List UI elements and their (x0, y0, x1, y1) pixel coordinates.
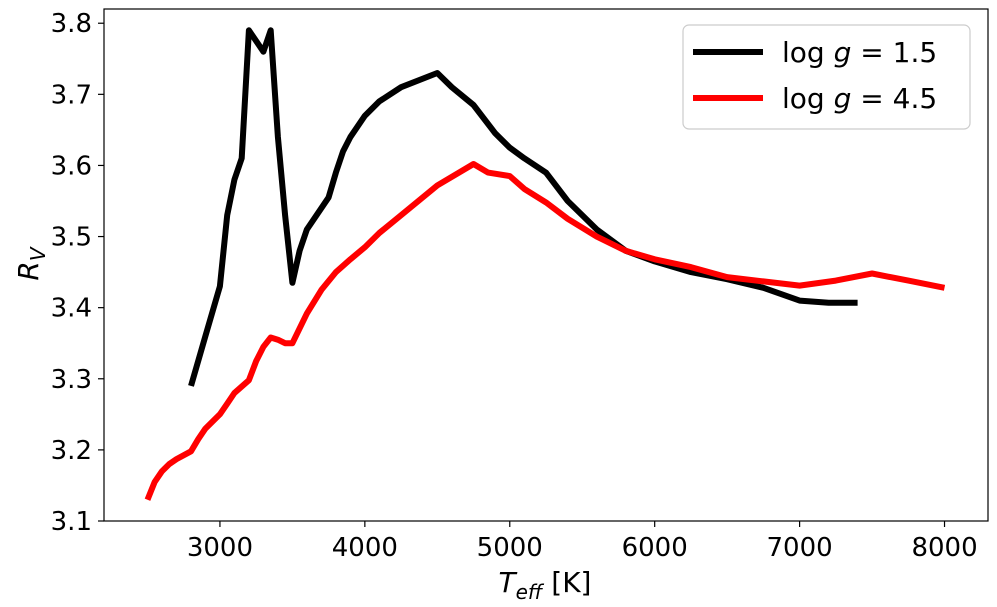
y-tick-label: 3.2 (51, 436, 92, 466)
x-tick-label: 6000 (622, 533, 688, 563)
y-tick-label: 3.8 (51, 9, 92, 39)
plot-frame (103, 8, 989, 522)
legend-label-italic: g (834, 82, 852, 115)
y-tick-label: 3.1 (51, 507, 92, 537)
y-axis-label: RV (12, 246, 50, 280)
x-axis-label-subscript: eff (516, 580, 545, 604)
legend-label-log-g-4-5: log g = 4.5 (782, 82, 937, 115)
y-axis-label-main: R (12, 261, 45, 280)
x-tick-label: 3000 (187, 533, 253, 563)
x-tick-label: 4000 (332, 533, 398, 563)
series-line-log-g-4-5 (144, 161, 946, 501)
x-tick-label: 8000 (911, 533, 977, 563)
legend-label-prefix: log (782, 36, 834, 69)
x-tick-label: 7000 (767, 533, 833, 563)
x-axis-label-main: T (499, 566, 518, 599)
legend-label-suffix: = 4.5 (851, 82, 937, 115)
x-axis-label-unit: [K] (542, 566, 591, 599)
y-tick-label: 3.5 (51, 223, 92, 253)
y-tick-label: 3.3 (51, 365, 92, 395)
y-tick-label: 3.4 (51, 294, 92, 324)
legend-label-log-g-1-5: log g = 1.5 (782, 36, 937, 69)
series-layer (144, 27, 946, 501)
x-axis-label: Teff [K] (499, 566, 592, 604)
legend-label-italic: g (834, 36, 852, 69)
y-axis: 3.1 3.2 3.3 3.4 3.5 3.6 3.7 3.8 (51, 9, 104, 537)
y-tick-label: 3.7 (51, 80, 92, 110)
x-tick-label: 5000 (477, 533, 543, 563)
legend-label-suffix: = 1.5 (851, 36, 937, 69)
x-axis: 3000 4000 5000 6000 7000 8000 (187, 521, 978, 563)
y-tick-label: 3.6 (51, 151, 92, 181)
legend-label-prefix: log (782, 82, 834, 115)
y-axis-label-subscript: V (26, 246, 50, 261)
legend: log g = 1.5 log g = 4.5 (682, 24, 971, 130)
